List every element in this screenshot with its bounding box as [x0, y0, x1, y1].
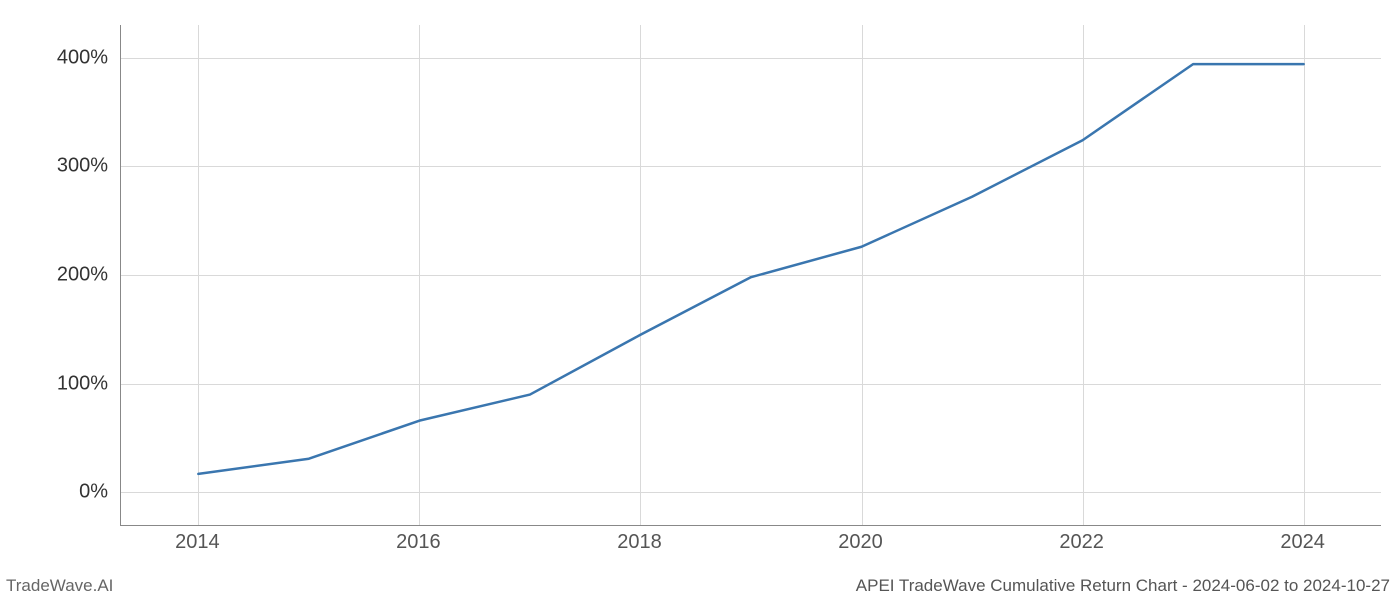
footer-left-text: TradeWave.AI	[6, 576, 113, 596]
x-tick-label: 2020	[838, 531, 883, 554]
plot-area	[120, 25, 1381, 526]
y-tick-label: 100%	[57, 372, 108, 395]
x-tick-label: 2018	[617, 531, 662, 554]
y-tick-label: 300%	[57, 155, 108, 178]
y-tick-label: 400%	[57, 46, 108, 69]
series-line-cumulative-return	[198, 64, 1303, 474]
x-tick-label: 2016	[396, 531, 441, 554]
chart-svg	[121, 25, 1381, 525]
footer-right-text: APEI TradeWave Cumulative Return Chart -…	[856, 576, 1390, 596]
y-tick-label: 200%	[57, 264, 108, 287]
x-tick-label: 2022	[1059, 531, 1104, 554]
x-tick-label: 2024	[1280, 531, 1325, 554]
y-tick-label: 0%	[79, 481, 108, 504]
chart-container: 2014 2016 2018 2020 2022 2024 0% 100% 200% 300% 40…	[0, 0, 1400, 600]
x-tick-label: 2014	[175, 531, 220, 554]
